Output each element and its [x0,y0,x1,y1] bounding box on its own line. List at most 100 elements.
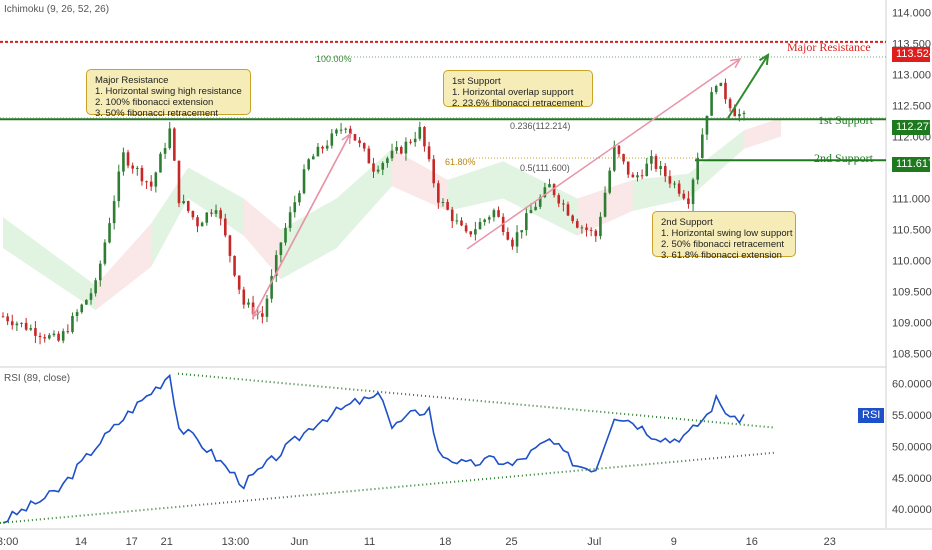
candle-body [376,169,380,172]
candle-body [242,289,246,305]
note-line: 1. Horizontal swing low support [661,228,793,239]
price-tick-label: 108.500 [892,349,932,361]
candle-body [372,163,375,172]
candle-body [261,313,264,317]
candle-body [515,232,519,247]
trend-arrow-up [252,133,351,318]
candle-body [210,212,213,214]
note-line: 3. 50% fibonacci retracement [95,108,219,119]
candle-body [48,335,51,339]
rsi-tick-label: 45.0000 [892,473,932,485]
candle-body [298,193,301,203]
candle-body [362,143,366,149]
projection-arrow [466,58,741,250]
candle-body [608,170,611,193]
candle-body [589,229,593,231]
candle-body [43,337,46,339]
candle-body [474,229,477,235]
fib-236-label: 0.236(112.214) [510,121,571,131]
candle-body [696,157,699,180]
candle-body [668,176,672,184]
candle-body [663,166,667,177]
candle-body [61,331,65,341]
major-resistance-note: Major Resistance 1. Horizontal swing hig… [86,69,251,119]
candle-body [15,323,19,326]
time-tick-label: 25 [505,536,517,548]
candle-body [525,213,528,231]
breakout-arrow-head [758,53,770,66]
time-tick-label: Jun [291,536,309,548]
candle-body [344,128,348,130]
candle-body [293,202,297,213]
candle-body [469,231,473,235]
breakout-arrow [727,54,769,119]
candle-body [585,227,588,230]
candle-body [89,293,93,300]
candle-body [71,315,74,332]
second-support-note: 2nd Support 1. Horizontal swing low supp… [652,211,796,261]
price-tick-label: 112.500 [892,100,931,112]
rsi-tick-label: 40.0000 [892,504,932,516]
candle-body [511,239,514,247]
candle-body [307,159,310,170]
price-tick-label: 114.000 [892,7,931,19]
candle-body [455,220,459,222]
candle-body [358,140,361,144]
candle-body [418,127,422,139]
candle-body [98,263,102,281]
candle-body [228,235,232,256]
ichimoku-cloud-segment [95,223,152,311]
candle-body [117,171,121,202]
candle-body [103,242,107,264]
candle-body [603,192,607,217]
time-tick-label: 17 [126,536,138,548]
first-support-price-tag: 112.277 [892,120,932,135]
candle-body [742,112,746,115]
candle-body [168,128,172,149]
candle-body [724,82,727,100]
candle-body [617,145,621,155]
candle-body [182,201,185,204]
candle-body [733,108,737,117]
price-tick-label: 110.000 [892,256,931,268]
candle-body [497,210,500,217]
rsi-title: RSI (89, close) [4,373,71,384]
time-tick-label: 21 [161,536,173,548]
candle-body [80,304,84,313]
candle-body [719,82,723,87]
candle-body [270,275,273,299]
candle-body [196,217,199,227]
major-resistance-label: Major Resistance [787,40,871,54]
candle-body [437,183,440,203]
second-support-label: 2nd Support [814,151,874,165]
candle-body [575,221,579,228]
price-tick-label: 113.000 [892,69,931,81]
candle-body [159,153,162,173]
candle-body [409,141,412,143]
candle-body [571,215,574,222]
note-line: 2. 23.6% fibonacci retracement [452,98,583,109]
time-tick-label: 16 [746,536,758,548]
price-tick-label: 109.500 [892,287,932,299]
rsi-lower-trendline [0,451,776,524]
candle-body [446,201,449,210]
candle-body [580,227,584,229]
rsi-value-tag: RSI [858,408,884,423]
candle-body [279,242,283,256]
ichimoku-cloud-segment [188,167,244,236]
candle-body [311,156,315,160]
candle-body [427,146,431,160]
candle-body [701,134,704,158]
candle-body [288,212,292,228]
candle-body [85,299,88,305]
candle-body [673,183,676,185]
candle-body [163,148,167,154]
candle-body [529,210,533,214]
candle-body [492,210,496,218]
note-line: 2. 50% fibonacci retracement [661,239,785,250]
candle-body [233,255,236,276]
candle-body [112,201,116,224]
candle-body [339,129,343,131]
candle-body [349,128,352,135]
